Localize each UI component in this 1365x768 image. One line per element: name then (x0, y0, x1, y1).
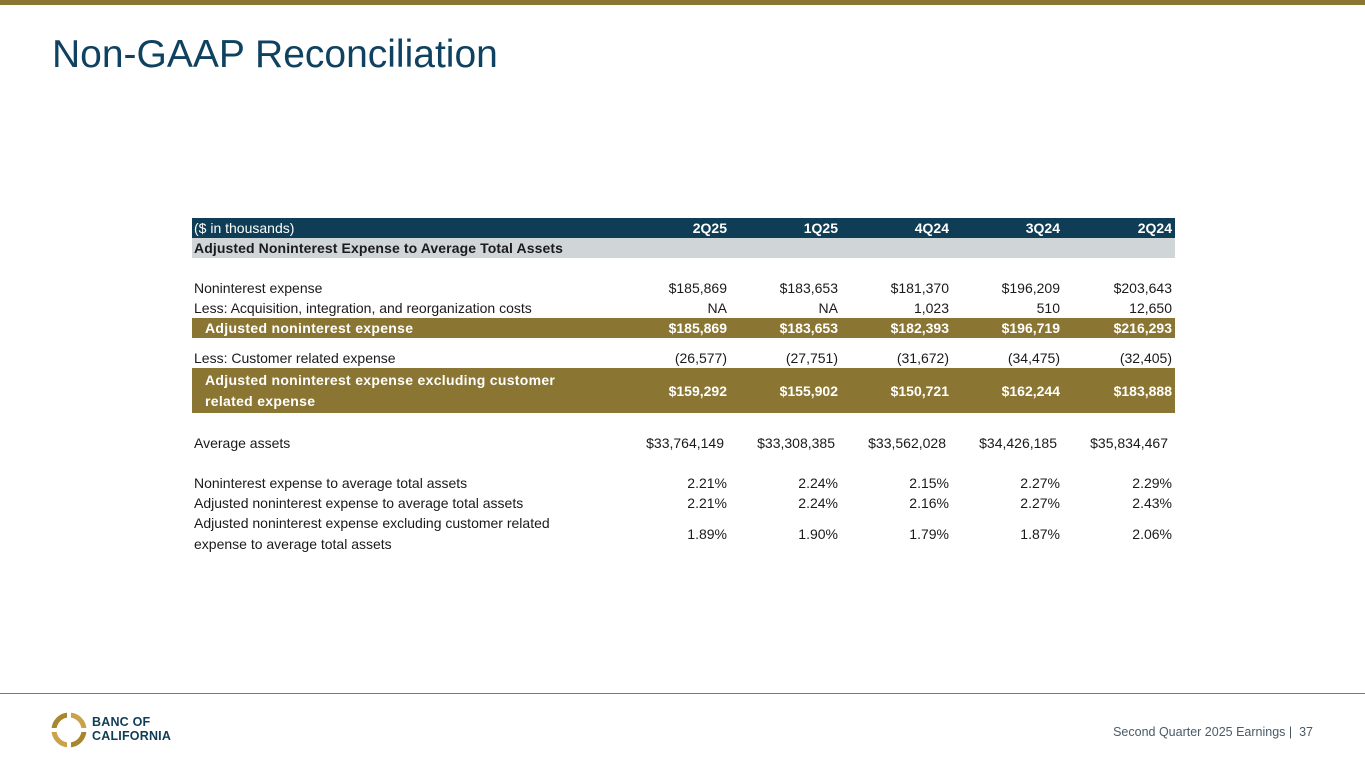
row-value: $34,426,185 (979, 435, 1057, 451)
row-label: Adjusted noninterest expense excluding c… (194, 513, 550, 554)
banc-of-california-logo-icon (51, 712, 87, 748)
row-value: $185,869 (668, 320, 727, 336)
row-value: $162,244 (1001, 382, 1060, 399)
row-value: NA (707, 300, 727, 316)
table-row-customer-related-expense: Less: Customer related expense (26,577) … (192, 348, 1175, 368)
row-label-line-2: related expense (205, 392, 316, 409)
row-value: 2.24% (798, 475, 838, 491)
row-value: (26,577) (674, 350, 727, 366)
row-label: Adjusted noninterest expense excluding c… (205, 368, 555, 413)
row-value: $203,643 (1113, 280, 1172, 296)
row-label-line-1: Adjusted noninterest expense excluding c… (205, 371, 556, 388)
table-row-adjusted-excluding-customer: Adjusted noninterest expense excluding c… (192, 368, 1175, 413)
row-value: 2.21% (687, 495, 727, 511)
table-row-ratio-adjusted-excl-customer: Adjusted noninterest expense excluding c… (192, 513, 1175, 554)
row-value: $181,370 (890, 280, 949, 296)
row-label: Less: Customer related expense (194, 350, 396, 366)
row-value: 2.43% (1132, 495, 1172, 511)
row-value: 2.15% (909, 475, 949, 491)
header-period-2q24: 2Q24 (1137, 220, 1172, 236)
row-value: $183,653 (779, 280, 838, 296)
table-row-average-assets: Average assets $33,764,149 $33,308,385 $… (192, 433, 1175, 453)
table-row-ratio-noninterest: Noninterest expense to average total ass… (192, 473, 1175, 493)
row-label: Adjusted noninterest expense to average … (194, 495, 524, 511)
row-value: (27,751) (785, 350, 838, 366)
table-row-noninterest-expense: Noninterest expense $185,869 $183,653 $1… (192, 278, 1175, 298)
row-value: $196,719 (1001, 320, 1060, 336)
row-label: Adjusted noninterest expense (205, 320, 414, 336)
row-value: $33,562,028 (868, 435, 946, 451)
logo-wordmark: BANC OF CALIFORNIA (92, 715, 171, 743)
row-value: NA (818, 300, 838, 316)
row-value: $183,653 (779, 320, 838, 336)
row-value: (32,405) (1119, 350, 1172, 366)
row-value: 2.29% (1132, 475, 1172, 491)
top-accent-bar (0, 0, 1365, 5)
row-value: $183,888 (1113, 382, 1172, 399)
header-period-3q24: 3Q24 (1025, 220, 1060, 236)
row-value: 2.06% (1132, 525, 1172, 542)
row-label: Average assets (194, 435, 291, 451)
row-value: $159,292 (668, 382, 727, 399)
row-value: 2.27% (1020, 495, 1060, 511)
row-label-line-2: expense to average total assets (194, 535, 392, 552)
row-value: 1.90% (798, 525, 838, 542)
footer-report-name: Second Quarter 2025 Earnings | (1113, 725, 1293, 739)
section-title: Adjusted Noninterest Expense to Average … (194, 240, 564, 256)
row-value: 1.87% (1020, 525, 1060, 542)
reconciliation-table: ($ in thousands) 2Q25 1Q25 4Q24 3Q24 2Q2… (192, 218, 1175, 554)
logo-line-2: CALIFORNIA (92, 729, 172, 743)
table-row-adjusted-noninterest-expense: Adjusted noninterest expense $185,869 $1… (192, 318, 1175, 338)
header-period-1q25: 1Q25 (803, 220, 838, 236)
row-value: 2.27% (1020, 475, 1060, 491)
table-row-acquisition-costs: Less: Acquisition, integration, and reor… (192, 298, 1175, 318)
header-period-4q24: 4Q24 (914, 220, 949, 236)
row-value: 1.79% (909, 525, 949, 542)
row-value: 510 (1036, 300, 1060, 316)
header-units-label: ($ in thousands) (194, 220, 295, 236)
row-value: $196,209 (1001, 280, 1060, 296)
row-label-line-1: Adjusted noninterest expense excluding c… (194, 514, 550, 531)
row-value: 2.16% (909, 495, 949, 511)
logo-line-1: BANC OF (92, 715, 151, 729)
row-value: $150,721 (890, 382, 949, 399)
row-value: (34,475) (1007, 350, 1060, 366)
row-label: Noninterest expense (194, 280, 323, 296)
row-value: 2.24% (798, 495, 838, 511)
row-value: $216,293 (1113, 320, 1172, 336)
row-label: Less: Acquisition, integration, and reor… (194, 300, 532, 316)
row-value: 1.89% (687, 525, 727, 542)
page-title: Non-GAAP Reconciliation (52, 33, 498, 76)
row-value: $182,393 (890, 320, 949, 336)
row-value: 12,650 (1129, 300, 1172, 316)
header-period-2q25: 2Q25 (692, 220, 727, 236)
row-value: $185,869 (668, 280, 727, 296)
table-row-ratio-adjusted: Adjusted noninterest expense to average … (192, 493, 1175, 513)
footer-divider (0, 693, 1365, 694)
row-label: Noninterest expense to average total ass… (194, 475, 468, 491)
row-value: $33,308,385 (757, 435, 835, 451)
section-title-row: Adjusted Noninterest Expense to Average … (192, 238, 1175, 258)
footer-caption: Second Quarter 2025 Earnings | 37 (1113, 725, 1313, 739)
row-value: 1,023 (913, 300, 949, 316)
row-value: (31,672) (896, 350, 949, 366)
row-value: $155,902 (779, 382, 838, 399)
row-value: $35,834,467 (1090, 435, 1168, 451)
row-value: 2.21% (687, 475, 727, 491)
row-value: $33,764,149 (646, 435, 724, 451)
table-header-row: ($ in thousands) 2Q25 1Q25 4Q24 3Q24 2Q2… (192, 218, 1175, 238)
page-number: 37 (1299, 725, 1313, 739)
